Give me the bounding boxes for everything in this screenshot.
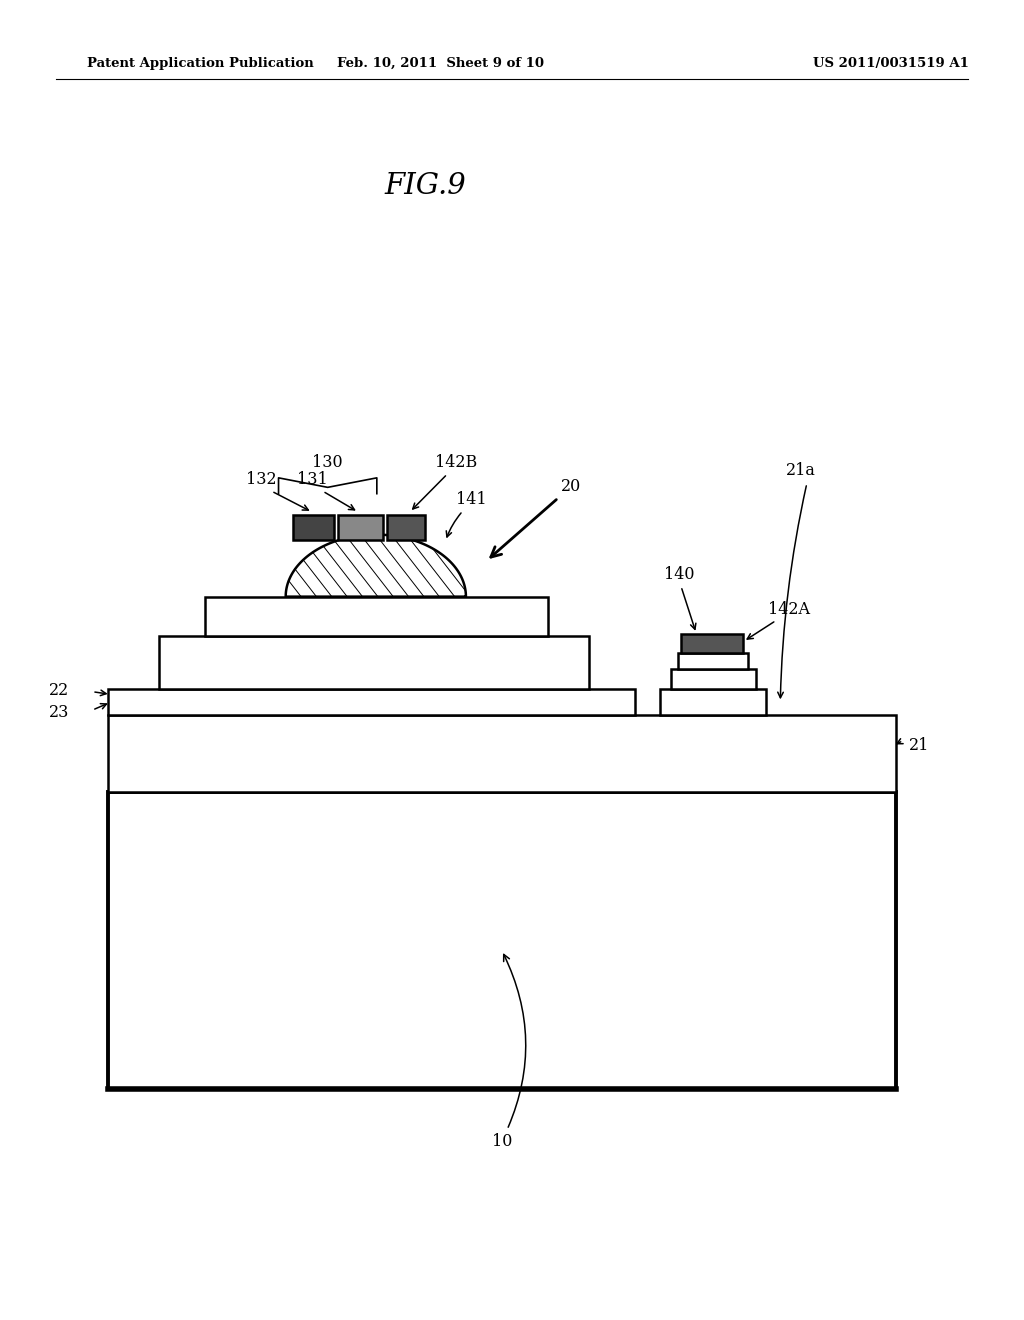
Bar [293, 515, 334, 540]
Text: 141: 141 [456, 491, 486, 508]
Text: US 2011/0031519 A1: US 2011/0031519 A1 [813, 57, 969, 70]
Bar [159, 636, 589, 689]
Bar [108, 792, 896, 1089]
Bar [387, 515, 425, 540]
Text: 21a: 21a [786, 462, 816, 479]
Text: 142A: 142A [768, 601, 810, 618]
Text: 22: 22 [49, 682, 70, 698]
Text: Feb. 10, 2011  Sheet 9 of 10: Feb. 10, 2011 Sheet 9 of 10 [337, 57, 544, 70]
Text: 21: 21 [909, 738, 930, 754]
Text: 131: 131 [297, 471, 328, 488]
Text: FIG.9: FIG.9 [384, 172, 466, 199]
Text: 140: 140 [664, 566, 694, 583]
Bar [660, 689, 766, 715]
Text: 23: 23 [49, 705, 70, 721]
Text: Patent Application Publication: Patent Application Publication [87, 57, 313, 70]
Bar [108, 689, 635, 715]
Bar [671, 669, 756, 689]
Text: 10: 10 [492, 954, 525, 1150]
Text: 130: 130 [312, 454, 343, 471]
Bar [678, 653, 748, 669]
Bar [108, 715, 896, 792]
Bar [338, 515, 383, 540]
Text: 20: 20 [490, 478, 582, 557]
Bar [205, 597, 548, 636]
Text: 132: 132 [246, 471, 276, 488]
Polygon shape [286, 535, 466, 597]
Text: 142B: 142B [435, 454, 477, 471]
Bar [681, 634, 743, 653]
